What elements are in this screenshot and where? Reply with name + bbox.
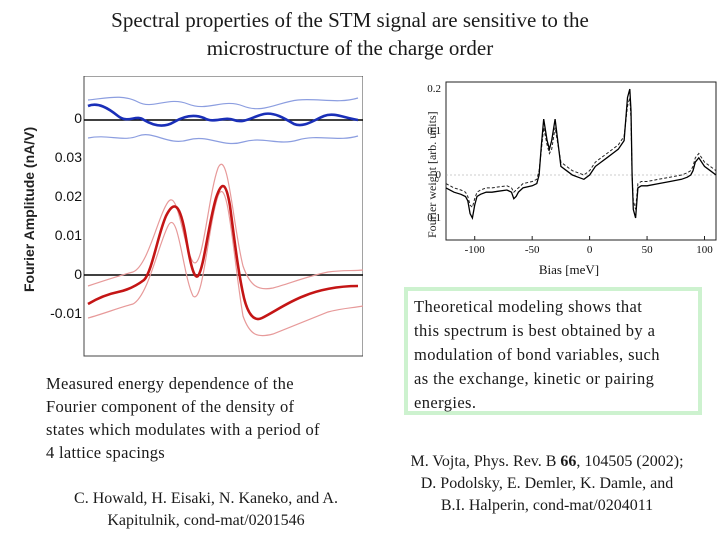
blue-trace xyxy=(87,103,359,127)
x-tick-label: 0 xyxy=(587,244,593,256)
y-axis-label: Fourier Amplitude (nA/V) xyxy=(21,127,37,292)
caption-line: Measured energy dependence of the xyxy=(46,374,294,393)
y-tick-label: 0 xyxy=(436,169,442,181)
y-tick-label: 0.1 xyxy=(427,212,441,224)
citation-text: M. Vojta, Phys. Rev. B xyxy=(410,453,561,470)
y-tick-label: 0.01 xyxy=(55,227,82,243)
y-tick-label: 0 xyxy=(74,266,82,282)
dashed-series-line xyxy=(445,97,717,210)
y-tick-label: 0 xyxy=(74,110,82,126)
experimental-citation: C. Howald, H. Eisaki, N. Kaneko, and A. … xyxy=(46,488,366,532)
red-error-band-upper xyxy=(87,163,363,290)
title-line-2: microstructure of the charge order xyxy=(206,36,494,60)
y-tick-label: 0.03 xyxy=(55,149,82,165)
caption-line: states which modulates with a period of xyxy=(46,420,320,439)
x-tick-label: 100 xyxy=(696,244,713,256)
red-trace xyxy=(87,184,359,321)
measurement-caption: Measured energy dependence of the Fourie… xyxy=(46,372,376,464)
blue-error-band-lower xyxy=(87,134,359,144)
plot-frame xyxy=(83,76,363,357)
citation-line: D. Podolsky, E. Demler, K. Damle, and xyxy=(420,475,674,492)
citation-line: C. Howald, H. Eisaki, N. Kaneko, and A. xyxy=(74,490,338,507)
citation-line: M. Vojta, Phys. Rev. B 66, 104505 (2002)… xyxy=(382,451,712,473)
caption-line: Fourier component of the density of xyxy=(46,397,295,416)
theory-text: Theoretical modeling shows that this spe… xyxy=(414,295,700,415)
theory-line: this spectrum is best obtained by a xyxy=(414,321,656,340)
red-error-band-lower xyxy=(87,191,363,337)
y-tick-label: 0.2 xyxy=(427,83,441,95)
y-axis-label: Fourier weight [arb. units] xyxy=(425,111,439,238)
theoretical-fourier-plot: Fourier weight [arb. units] 0.2 0.1 0 0.… xyxy=(425,81,717,277)
y-tick-label: -0.01 xyxy=(50,305,82,321)
y-tick-label: 0.02 xyxy=(55,188,82,204)
x-tick-label: 50 xyxy=(642,244,654,256)
theory-line: Theoretical modeling shows that xyxy=(414,297,643,316)
plot-frame xyxy=(445,81,717,241)
experimental-fourier-plot: Fourier Amplitude (nA/V) 0 0.03 0.02 0.0… xyxy=(21,76,363,357)
theory-callout-box: Theoretical modeling shows that this spe… xyxy=(404,287,702,415)
y-tick-label: 0.1 xyxy=(427,125,441,137)
theory-line: energies. xyxy=(414,393,477,412)
theory-line: modulation of bond variables, such xyxy=(414,345,660,364)
x-tick-label: -100 xyxy=(465,244,486,256)
citation-line: Kapitulnik, cond-mat/0201546 xyxy=(107,512,305,529)
solid-series-line xyxy=(445,88,717,220)
blue-error-band-upper xyxy=(87,96,359,110)
citation-line: B.I. Halperin, cond-mat/0204011 xyxy=(440,497,654,514)
caption-line: 4 lattice spacings xyxy=(46,443,166,462)
slide-title: Spectral properties of the STM signal ar… xyxy=(40,6,660,62)
citation-text: , 104505 (2002); xyxy=(576,453,684,470)
title-line-1: Spectral properties of the STM signal ar… xyxy=(111,8,589,32)
theory-line: as the exchange, kinetic or pairing xyxy=(414,369,655,388)
x-axis-label: Bias [meV] xyxy=(539,262,599,277)
citation-volume: 66 xyxy=(560,453,577,470)
x-tick-label: -50 xyxy=(525,244,540,256)
theory-citation: M. Vojta, Phys. Rev. B 66, 104505 (2002)… xyxy=(382,451,712,517)
